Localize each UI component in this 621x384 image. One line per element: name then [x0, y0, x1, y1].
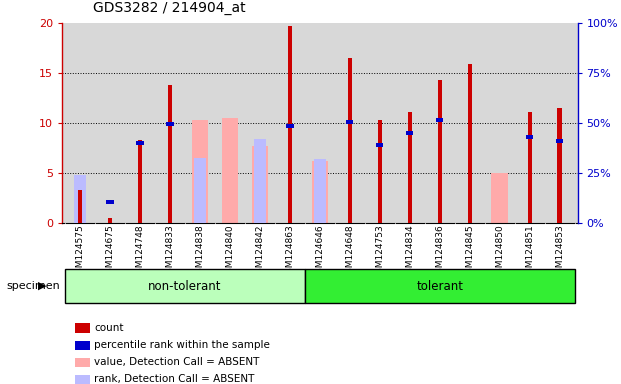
Bar — [222, 118, 238, 223]
Text: ▶: ▶ — [38, 281, 47, 291]
Bar — [305, 269, 574, 303]
Text: non-tolerant: non-tolerant — [148, 280, 222, 293]
Bar — [558, 108, 561, 223]
Text: GDS3282 / 214904_at: GDS3282 / 214904_at — [93, 2, 246, 15]
Bar — [527, 112, 532, 223]
Text: percentile rank within the sample: percentile rank within the sample — [94, 340, 270, 350]
Bar — [136, 141, 143, 145]
Bar — [78, 190, 82, 223]
Bar — [168, 85, 172, 223]
Bar — [378, 120, 382, 223]
Bar — [254, 139, 266, 223]
Bar — [106, 200, 114, 204]
Bar — [312, 161, 328, 223]
Text: rank, Detection Call = ABSENT: rank, Detection Call = ABSENT — [94, 374, 255, 384]
Text: count: count — [94, 323, 124, 333]
Bar — [407, 112, 412, 223]
Bar — [65, 269, 305, 303]
Bar — [192, 120, 208, 223]
Bar — [406, 131, 414, 135]
Bar — [376, 142, 383, 147]
Bar — [438, 80, 442, 223]
Bar — [556, 139, 563, 143]
Bar — [491, 173, 508, 223]
Bar — [436, 118, 443, 122]
Text: tolerant: tolerant — [416, 280, 463, 293]
Bar — [75, 175, 86, 223]
Bar — [166, 122, 174, 126]
Bar — [314, 159, 325, 223]
Text: value, Detection Call = ABSENT: value, Detection Call = ABSENT — [94, 357, 260, 367]
Bar — [286, 124, 294, 128]
Bar — [108, 218, 112, 223]
Bar — [138, 140, 142, 223]
Bar — [194, 158, 206, 223]
Bar — [346, 120, 353, 124]
Bar — [468, 64, 472, 223]
Bar — [288, 26, 292, 223]
Bar — [526, 135, 533, 139]
Text: specimen: specimen — [6, 281, 60, 291]
Bar — [252, 146, 268, 223]
Bar — [348, 58, 352, 223]
